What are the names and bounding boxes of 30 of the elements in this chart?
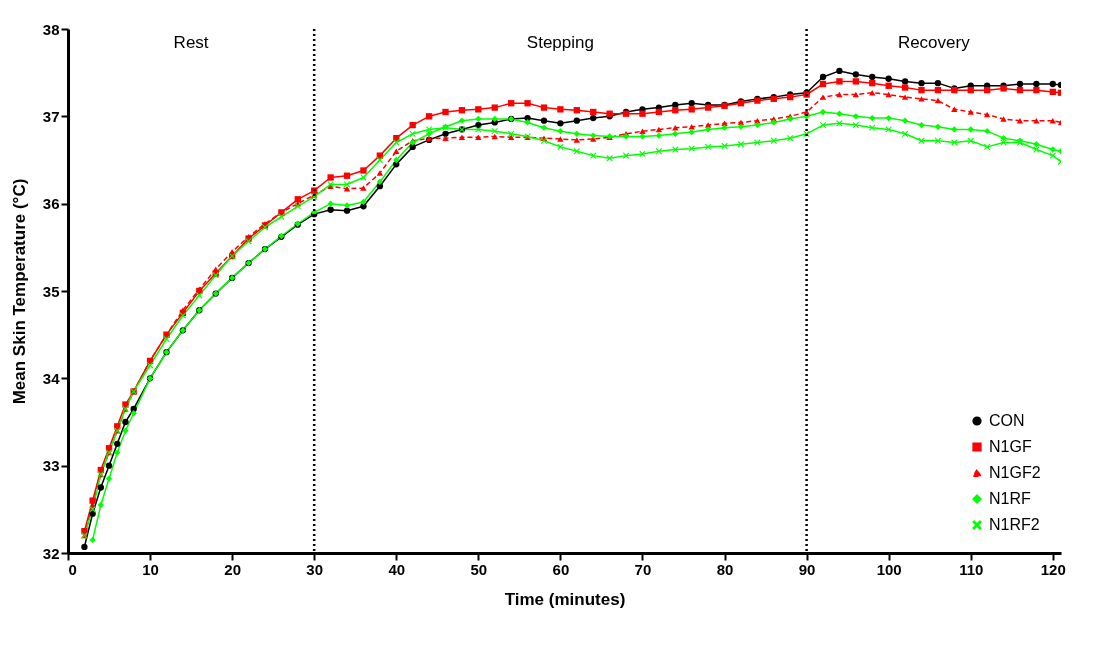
x-tick-label: 110 — [959, 560, 984, 578]
y-tick-label: 33 — [42, 457, 60, 475]
x-tick-label: 90 — [798, 560, 816, 578]
legend-label: N1RF — [989, 490, 1032, 507]
x-tick-label: 40 — [388, 560, 406, 578]
x-tick-label: 0 — [68, 560, 77, 578]
y-axis-title: Mean Skin Temperature (°C) — [9, 178, 29, 405]
x-tick-label: 10 — [142, 560, 159, 578]
y-tick-label: 37 — [42, 107, 60, 125]
x-tick-label: 20 — [224, 560, 241, 578]
annotation: Rest — [173, 33, 209, 52]
legend-label: N1GF — [989, 438, 1032, 455]
legend-label: N1GF2 — [989, 464, 1041, 481]
x-tick-label: 100 — [876, 560, 902, 578]
x-tick-label: 50 — [470, 560, 488, 578]
annotation: Recovery — [897, 33, 971, 52]
y-tick-label: 38 — [42, 20, 60, 38]
legend-label: N1RF2 — [989, 516, 1040, 533]
y-tick-label: 35 — [42, 282, 60, 300]
y-tick-label: 34 — [42, 369, 61, 387]
x-tick-label: 60 — [552, 560, 570, 578]
y-tick-label: 32 — [42, 544, 60, 562]
legend-label: CON — [989, 412, 1025, 429]
x-tick-label: 120 — [1040, 560, 1066, 578]
y-tick-label: 36 — [42, 195, 60, 213]
x-tick-label: 30 — [306, 560, 324, 578]
annotation: Stepping — [526, 33, 594, 52]
x-tick-label: 70 — [634, 560, 652, 578]
x-axis-title: Time (minutes) — [504, 589, 626, 609]
x-tick-label: 80 — [716, 560, 734, 578]
